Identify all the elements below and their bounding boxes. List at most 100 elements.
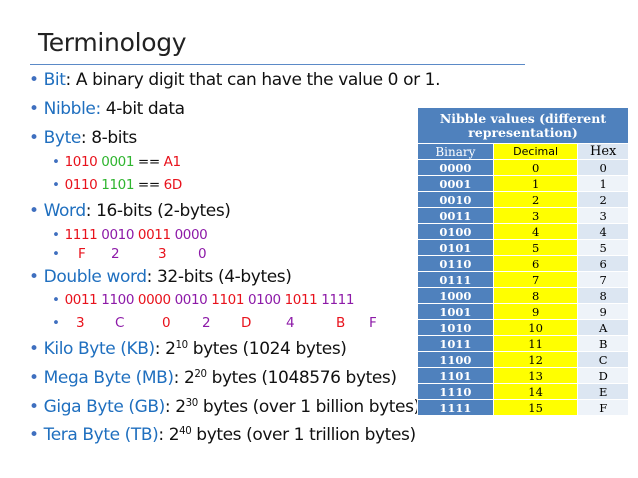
binary-cell: 0011 xyxy=(417,207,494,224)
decimal-cell: 13 xyxy=(492,367,579,384)
hex-cell: 4 xyxy=(577,223,629,240)
hex-cell: D xyxy=(577,367,629,384)
bullet-byte: • Byte: 8-bits xyxy=(29,128,137,148)
nibble-definition: 4-bit data xyxy=(100,99,185,119)
byte-example-1: • 1010 0001 == A1 xyxy=(52,154,181,170)
decimal-cell: 3 xyxy=(492,207,579,224)
hex-cell: E xyxy=(577,383,629,400)
dword-bits-nibble: 1111 xyxy=(321,292,355,308)
bullet-double-word: • Double word: 32-bits (4-bytes) xyxy=(29,267,292,287)
word-bits-nibble: 0010 xyxy=(101,227,135,243)
binary-cell: 0010 xyxy=(417,191,494,208)
bullet-dot: • xyxy=(29,70,39,90)
bullet-tera-byte: • Tera Byte (TB): 240 bytes (over 1 trill… xyxy=(29,425,416,445)
decimal-cell: 10 xyxy=(492,319,579,336)
dword-hex-digit: C xyxy=(115,315,125,331)
term-word: Word xyxy=(43,201,87,221)
decimal-cell: 9 xyxy=(492,303,579,320)
slide-title: Terminology xyxy=(38,28,187,57)
dword-bits-nibble: 0100 xyxy=(247,292,281,308)
double-word-definition: : 32-bits (4-bytes) xyxy=(146,267,292,287)
hex-cell: 2 xyxy=(577,191,629,208)
dword-bits-nibble: 0000 xyxy=(137,292,171,308)
binary-cell: 1101 xyxy=(417,367,494,384)
double-word-bits-row: • 0011 1100 0000 0010 1101 0100 1011 1111 xyxy=(52,292,354,308)
hex-cell: 8 xyxy=(577,287,629,304)
decimal-cell: 11 xyxy=(492,335,579,352)
power-base: : 2 xyxy=(173,368,195,388)
title-underline xyxy=(30,64,525,65)
bullet-dot: • xyxy=(52,154,60,170)
word-hex-digit: F xyxy=(78,246,86,262)
equals-sign: == xyxy=(134,154,164,170)
hex-cell: C xyxy=(577,351,629,368)
bit-definition: : A binary digit that can have the value… xyxy=(65,70,441,90)
term-nibble: Nibble: xyxy=(43,99,102,119)
table-row: 0100 4 4 xyxy=(417,223,629,240)
bits-low-nibble: 1101 xyxy=(101,177,135,193)
power-exponent: 10 xyxy=(175,340,189,351)
power-base: : 2 xyxy=(164,397,186,417)
term-bit: Bit xyxy=(43,70,66,90)
binary-cell: 1010 xyxy=(417,319,494,336)
bullet-dot: • xyxy=(52,227,60,243)
bullet-dot: • xyxy=(29,368,39,388)
binary-cell: 0110 xyxy=(417,255,494,272)
header-hex: Hex xyxy=(577,143,629,160)
bullet-dot: • xyxy=(52,246,60,262)
bullet-dot: • xyxy=(52,315,60,331)
power-exponent: 30 xyxy=(185,398,199,409)
equals-sign: == xyxy=(134,177,164,193)
bullet-mega-byte: • Mega Byte (MB): 220 bytes (1048576 byte… xyxy=(29,368,397,388)
hex-cell: 1 xyxy=(577,175,629,192)
power-exponent: 20 xyxy=(194,369,207,380)
giga-byte-definition: bytes (over 1 billion bytes) xyxy=(197,397,420,417)
binary-cell: 1111 xyxy=(417,399,494,416)
word-hex-digit: 2 xyxy=(111,246,120,262)
bullet-dot: • xyxy=(29,397,39,417)
dword-hex-digit: 4 xyxy=(286,315,295,331)
word-bits-nibble: 1111 xyxy=(64,227,98,243)
decimal-cell: 2 xyxy=(492,191,579,208)
word-hex-digit: 0 xyxy=(198,246,207,262)
byte-example-2: • 0110 1101 == 6D xyxy=(52,177,182,193)
dword-hex-digit: D xyxy=(241,315,251,331)
binary-cell: 0000 xyxy=(417,159,494,176)
word-hex-digit: 3 xyxy=(158,246,167,262)
table-row: 1000 8 8 xyxy=(417,287,629,304)
decimal-cell: 15 xyxy=(492,399,579,416)
hex-cell: 5 xyxy=(577,239,629,256)
dword-hex-digit: 3 xyxy=(76,315,85,331)
bullet-kilo-byte: • Kilo Byte (KB): 210 bytes (1024 bytes) xyxy=(29,339,347,359)
hex-cell: 7 xyxy=(577,271,629,288)
bullet-dot: • xyxy=(52,177,60,193)
dword-hex-digit: F xyxy=(369,315,377,331)
bits-high-nibble: 1010 xyxy=(64,154,98,170)
byte-definition: : 8-bits xyxy=(80,128,137,148)
table-row: 0110 6 6 xyxy=(417,255,629,272)
bullet-giga-byte: • Giga Byte (GB): 230 bytes (over 1 billi… xyxy=(29,397,420,417)
term-giga-byte: Giga Byte (GB) xyxy=(43,397,166,417)
dword-bits-nibble: 0010 xyxy=(174,292,208,308)
decimal-cell: 1 xyxy=(492,175,579,192)
binary-cell: 1110 xyxy=(417,383,494,400)
bits-low-nibble: 0001 xyxy=(101,154,135,170)
hex-cell: 0 xyxy=(577,159,629,176)
word-definition: : 16-bits (2-bytes) xyxy=(85,201,231,221)
binary-cell: 0100 xyxy=(417,223,494,240)
table-row: 1001 9 9 xyxy=(417,303,629,320)
bullet-dot: • xyxy=(29,128,39,148)
table-row: 1111 15 F xyxy=(417,399,629,416)
bullet-bit: • Bit: A binary digit that can have the v… xyxy=(29,70,440,90)
bullet-dot: • xyxy=(29,267,39,287)
hex-cell: A xyxy=(577,319,629,336)
hex-value: A1 xyxy=(163,154,181,170)
dword-bits-nibble: 1011 xyxy=(284,292,318,308)
tera-byte-definition: bytes (over 1 trillion bytes) xyxy=(191,425,416,445)
decimal-cell: 4 xyxy=(492,223,579,240)
table-row: 0101 5 5 xyxy=(417,239,629,256)
binary-cell: 1100 xyxy=(417,351,494,368)
double-word-hex-row: • 3 C 0 2 D 4 B F xyxy=(52,315,377,331)
hex-cell: B xyxy=(577,335,629,352)
bullet-nibble: • Nibble: 4-bit data xyxy=(29,99,185,119)
